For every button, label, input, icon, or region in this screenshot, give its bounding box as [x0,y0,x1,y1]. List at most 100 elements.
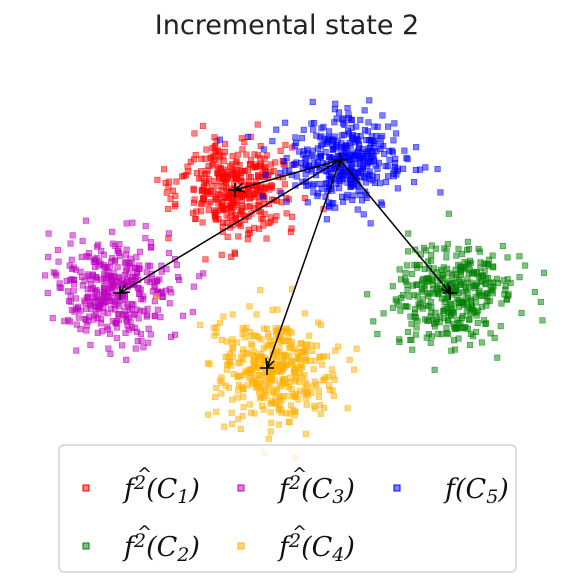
data-point [288,213,296,220]
data-point [192,215,199,222]
data-point [228,339,235,346]
data-point [227,358,234,365]
data-point [248,376,255,383]
data-point [447,301,454,308]
data-point [275,421,283,428]
data-point [286,328,293,335]
data-point [293,173,300,180]
data-point [250,205,257,212]
legend-hat: ^ [292,522,307,543]
data-point [163,189,170,196]
data-point [408,270,416,278]
data-point [440,308,447,315]
data-point [283,210,290,217]
data-point [425,330,433,338]
data-point [435,291,442,298]
data-point [68,276,75,283]
data-point [458,278,465,285]
data-point [172,201,179,208]
data-point [358,197,366,204]
data-point [403,154,410,161]
data-point [293,159,300,166]
data-point [347,143,354,150]
data-point [261,156,268,163]
data-point [371,145,378,152]
data-point [427,298,435,306]
data-point [134,338,141,345]
data-point [306,332,313,339]
data-point [221,423,228,430]
data-point [288,225,295,232]
data-point [70,287,77,294]
data-point [275,407,282,414]
data-point [87,341,94,349]
data-point [129,219,136,226]
data-point [288,357,295,364]
data-point [190,283,197,290]
data-point [364,128,372,135]
data-point [116,241,123,248]
data-point [239,412,246,420]
data-point [111,306,118,313]
data-point [162,180,169,187]
data-point [170,187,177,194]
data-point [413,281,421,289]
data-point [158,268,165,275]
data-point [409,346,416,353]
data-point [339,171,346,178]
data-point [267,428,275,435]
data-point [319,141,326,148]
data-point [227,350,234,357]
data-point [392,130,400,137]
data-point [202,256,209,263]
data-point [286,352,293,359]
data-point [206,176,213,183]
data-point [240,393,247,400]
data-point [338,132,345,139]
data-point [260,146,267,153]
data-point [262,392,269,399]
data-point [325,373,332,381]
data-point [85,293,92,300]
data-point [128,306,135,313]
data-point [234,339,241,346]
data-point [235,416,242,423]
data-point [239,146,246,153]
data-point [344,191,351,198]
legend-entry-5: f(C5) [393,474,509,508]
data-point [484,261,491,268]
data-point [173,261,180,269]
data-point [381,150,388,157]
data-point [245,231,252,238]
data-point [412,331,419,338]
data-point [234,394,241,401]
data-point [303,381,311,388]
data-point [419,277,426,284]
data-point [259,216,267,223]
data-point [345,115,353,122]
data-point [309,182,317,189]
data-point [75,314,82,321]
data-point [92,263,99,271]
data-point [374,165,381,172]
legend-hat: ^ [137,522,152,543]
data-point [100,284,107,291]
data-point [116,249,123,256]
data-point [124,318,131,325]
data-point [376,180,384,187]
data-point [302,430,309,437]
data-point [422,164,429,171]
data-point [312,357,319,364]
data-point [49,315,56,322]
data-point [189,309,196,316]
data-point [192,152,199,159]
data-point [280,158,287,165]
data-point [222,148,229,155]
data-point [83,327,90,334]
data-point [298,340,305,347]
data-point [175,273,182,281]
data-point [216,377,223,384]
data-point [413,324,420,331]
data-point [286,374,294,381]
data-point [364,291,371,298]
